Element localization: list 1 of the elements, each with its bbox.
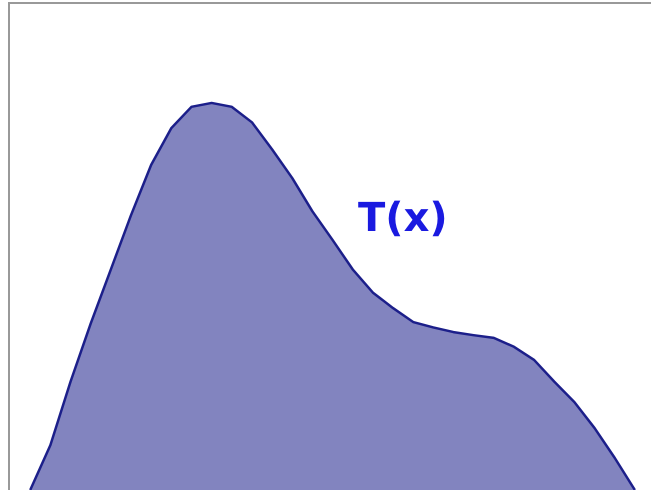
annotation: T(x) xyxy=(358,195,448,241)
